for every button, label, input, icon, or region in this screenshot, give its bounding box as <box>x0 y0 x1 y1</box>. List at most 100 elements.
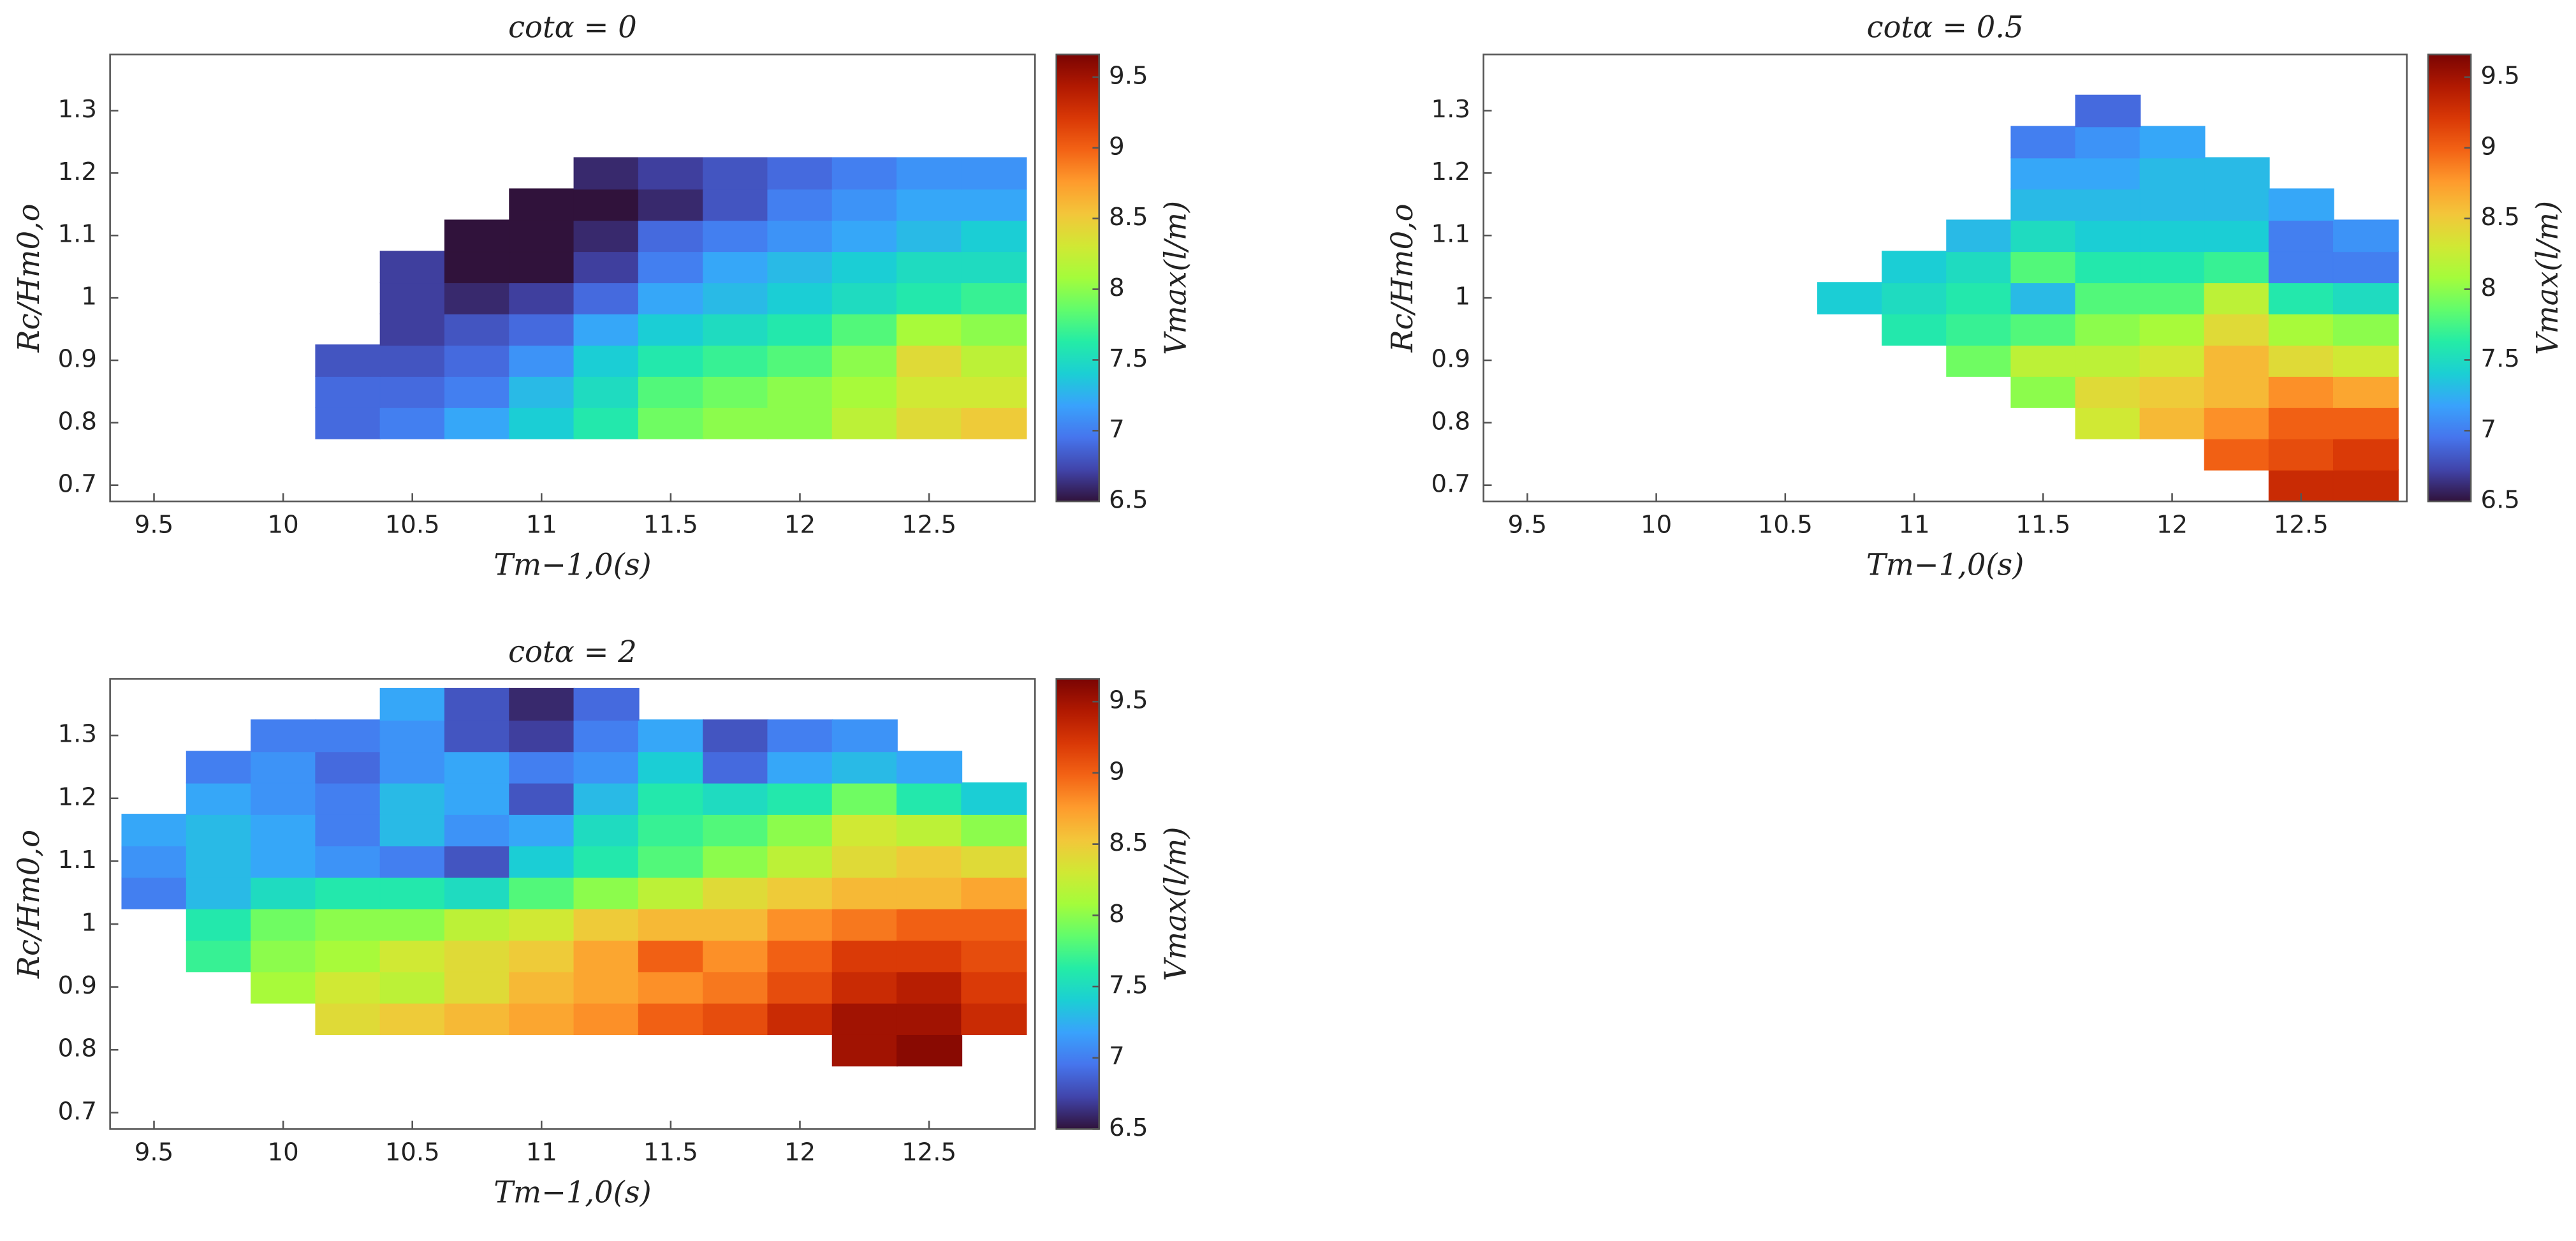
cell <box>896 782 963 815</box>
axes-frame <box>109 54 1036 503</box>
x-tick-label: 11.5 <box>643 510 698 539</box>
x-tick-label: 11 <box>526 1138 557 1167</box>
cell <box>2268 188 2334 221</box>
cell <box>2139 376 2206 408</box>
cell <box>509 1002 575 1035</box>
cell <box>703 407 769 439</box>
cell <box>2010 313 2077 346</box>
cell <box>379 376 446 408</box>
cell <box>2010 251 2077 284</box>
y-tick-label: 1.1 <box>1431 220 1470 249</box>
cell <box>186 751 252 784</box>
x-tick-label: 10.5 <box>1758 510 1813 539</box>
x-axis-label: Tm−1,0(s) <box>494 547 651 582</box>
cell <box>961 157 1027 190</box>
cell <box>509 845 575 878</box>
colorbar-tick-label: 8.5 <box>1109 203 1148 231</box>
y-tick-label: 1.1 <box>58 220 97 249</box>
cell <box>2075 313 2141 346</box>
cell <box>2139 126 2206 159</box>
colorbar-tick-label: 8 <box>2481 274 2497 302</box>
cell <box>703 251 769 284</box>
cell <box>767 282 833 315</box>
colorbar-tick-label: 9 <box>2481 132 2497 161</box>
cell <box>2268 219 2334 253</box>
y-axis-label: Rc/Hm0,o <box>11 203 46 353</box>
cell <box>444 971 511 1004</box>
cell <box>2075 407 2141 439</box>
cell <box>2075 251 2141 284</box>
cell <box>831 782 898 815</box>
cell <box>573 814 640 847</box>
cell <box>2332 219 2399 253</box>
y-tick-label: 1 <box>1454 283 1470 311</box>
cell <box>444 376 511 408</box>
cell <box>444 687 511 721</box>
cell <box>2332 469 2399 502</box>
cell <box>379 782 446 815</box>
cell <box>2332 437 2399 471</box>
cell <box>961 876 1027 909</box>
cell <box>767 157 833 190</box>
cell <box>315 1002 381 1035</box>
cell <box>2204 313 2270 346</box>
colorbar-label: Vmax(l/m) <box>1158 827 1192 981</box>
cell <box>638 188 704 221</box>
cell <box>831 845 898 878</box>
cell <box>573 376 640 408</box>
cell <box>315 751 381 784</box>
cell <box>638 407 704 439</box>
cell <box>2075 126 2141 159</box>
cell <box>703 782 769 815</box>
colorbar-tick-label: 9 <box>1109 132 1125 161</box>
y-tick-label: 1.2 <box>58 782 97 811</box>
cell <box>767 845 833 878</box>
cell <box>2332 251 2399 284</box>
cell <box>831 219 898 253</box>
x-tick-label: 10.5 <box>385 510 440 539</box>
x-axis-label: Tm−1,0(s) <box>1866 547 2024 582</box>
cell <box>638 751 704 784</box>
y-axis-label: Rc/Hm0,o <box>11 830 46 979</box>
x-tick-label: 11 <box>526 510 557 539</box>
cell <box>961 845 1027 878</box>
cell <box>444 344 511 377</box>
cell <box>2139 344 2206 377</box>
cell <box>767 376 833 408</box>
cell <box>767 939 833 973</box>
cell <box>1882 251 1948 284</box>
cell <box>509 219 575 253</box>
colorbar-tick-label: 9.5 <box>1109 61 1148 90</box>
cell <box>573 219 640 253</box>
cell <box>1882 282 1948 315</box>
cell <box>509 876 575 909</box>
cell <box>444 719 511 753</box>
cell <box>703 313 769 346</box>
cell <box>961 814 1027 847</box>
colorbar-label: Vmax(l/m) <box>2530 201 2565 355</box>
cell <box>509 251 575 284</box>
cell <box>2139 219 2206 253</box>
chart-title: cotα = 0.5 <box>1867 10 2024 45</box>
cell <box>509 376 575 408</box>
cell <box>2332 344 2399 377</box>
cell <box>2204 282 2270 315</box>
cell <box>251 939 317 973</box>
cell <box>315 971 381 1004</box>
cell <box>379 1002 446 1035</box>
cell <box>509 687 575 721</box>
cell <box>767 188 833 221</box>
cell <box>896 845 963 878</box>
cell <box>961 251 1027 284</box>
cell <box>573 251 640 284</box>
cell <box>2139 313 2206 346</box>
cell <box>638 313 704 346</box>
cell <box>961 907 1027 941</box>
cell <box>2332 376 2399 408</box>
cell <box>2010 157 2077 190</box>
y-axis-label: Rc/Hm0,o <box>1385 203 1419 353</box>
cell <box>831 971 898 1004</box>
y-tick-label: 1.1 <box>58 846 97 874</box>
cell <box>767 751 833 784</box>
cell <box>961 407 1027 439</box>
